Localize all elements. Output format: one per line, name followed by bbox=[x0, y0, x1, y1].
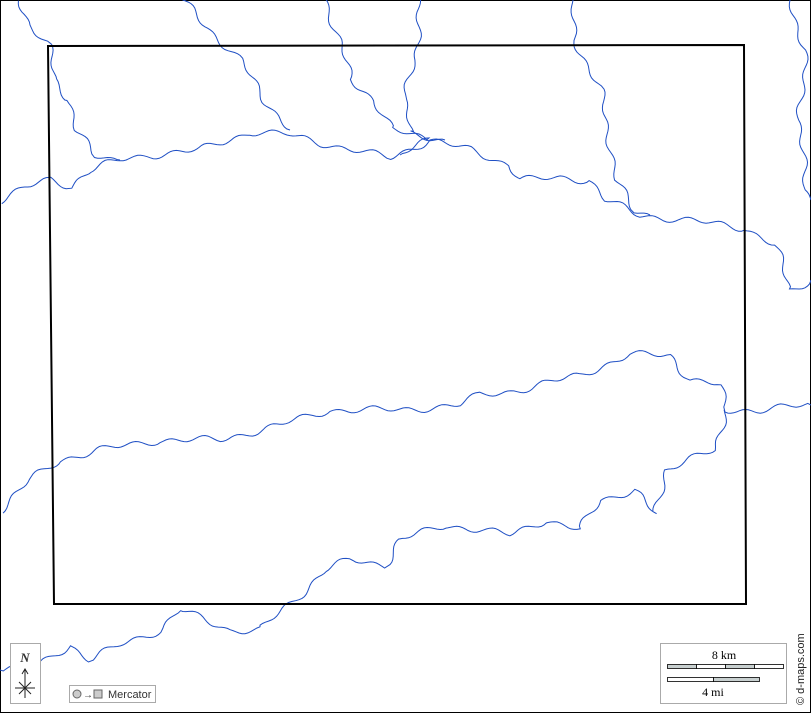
compass-rose-icon bbox=[15, 668, 35, 698]
credit-text: © d-maps.com bbox=[795, 633, 807, 705]
river bbox=[182, 0, 291, 131]
projection-label: Mercator bbox=[108, 689, 152, 701]
area-frame bbox=[46, 43, 748, 605]
rivers bbox=[0, 0, 811, 672]
projection-icon: → bbox=[72, 689, 103, 701]
river bbox=[325, 0, 431, 156]
river bbox=[0, 409, 727, 672]
river bbox=[788, 0, 811, 201]
river bbox=[403, 0, 446, 142]
north-label: N bbox=[19, 650, 30, 665]
river bbox=[2, 350, 811, 514]
scale-mi-label: 4 mi bbox=[702, 685, 724, 699]
river bbox=[1, 129, 811, 290]
projection-legend: → Mercator bbox=[69, 685, 156, 703]
scale-bar: 8 km 4 mi bbox=[660, 643, 787, 704]
river bbox=[17, 0, 121, 161]
compass-legend: N bbox=[10, 643, 41, 704]
svg-text:→: → bbox=[83, 690, 93, 701]
river bbox=[570, 0, 651, 216]
scale-km-label: 8 km bbox=[712, 648, 737, 662]
